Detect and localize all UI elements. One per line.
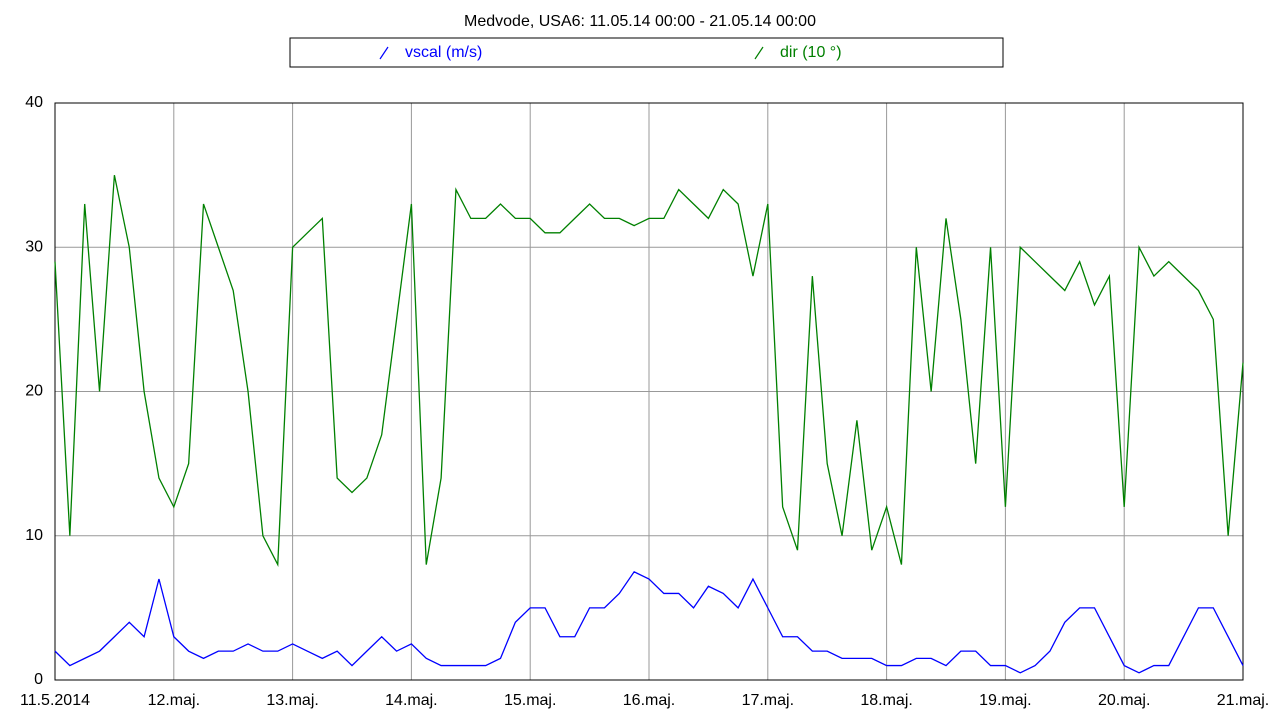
legend-label: dir (10 °) [780,44,842,61]
legend-label: vscal (m/s) [405,44,482,61]
x-tick-label: 12.maj. [148,692,200,709]
series-line [54,174,1244,568]
x-tick-label: 21.maj. [1217,692,1269,709]
x-tick-label: 14.maj. [385,692,437,709]
y-tick-label: 20 [25,383,43,400]
x-tick-label: 16.maj. [623,692,675,709]
y-tick-label: 40 [25,94,43,111]
legend-box [289,37,1004,68]
x-tick-label: 13.maj. [266,692,318,709]
x-tick-label: 19.maj. [979,692,1031,709]
x-tick-label: 17.maj. [742,692,794,709]
chart-title: Medvode, USA6: 11.05.14 00:00 - 21.05.14… [464,13,816,30]
legend-icon [379,46,389,60]
x-tick-label: 20.maj. [1098,692,1150,709]
series-line [54,570,1244,674]
x-tick-label: 15.maj. [504,692,556,709]
y-tick-label: 10 [25,527,43,544]
plot-frame [54,102,1244,681]
x-tick-label: 18.maj. [860,692,912,709]
legend-icon [754,46,764,60]
y-tick-label: 0 [34,671,43,688]
y-tick-label: 30 [25,238,43,255]
x-tick-label: 11.5.2014 [20,692,90,709]
